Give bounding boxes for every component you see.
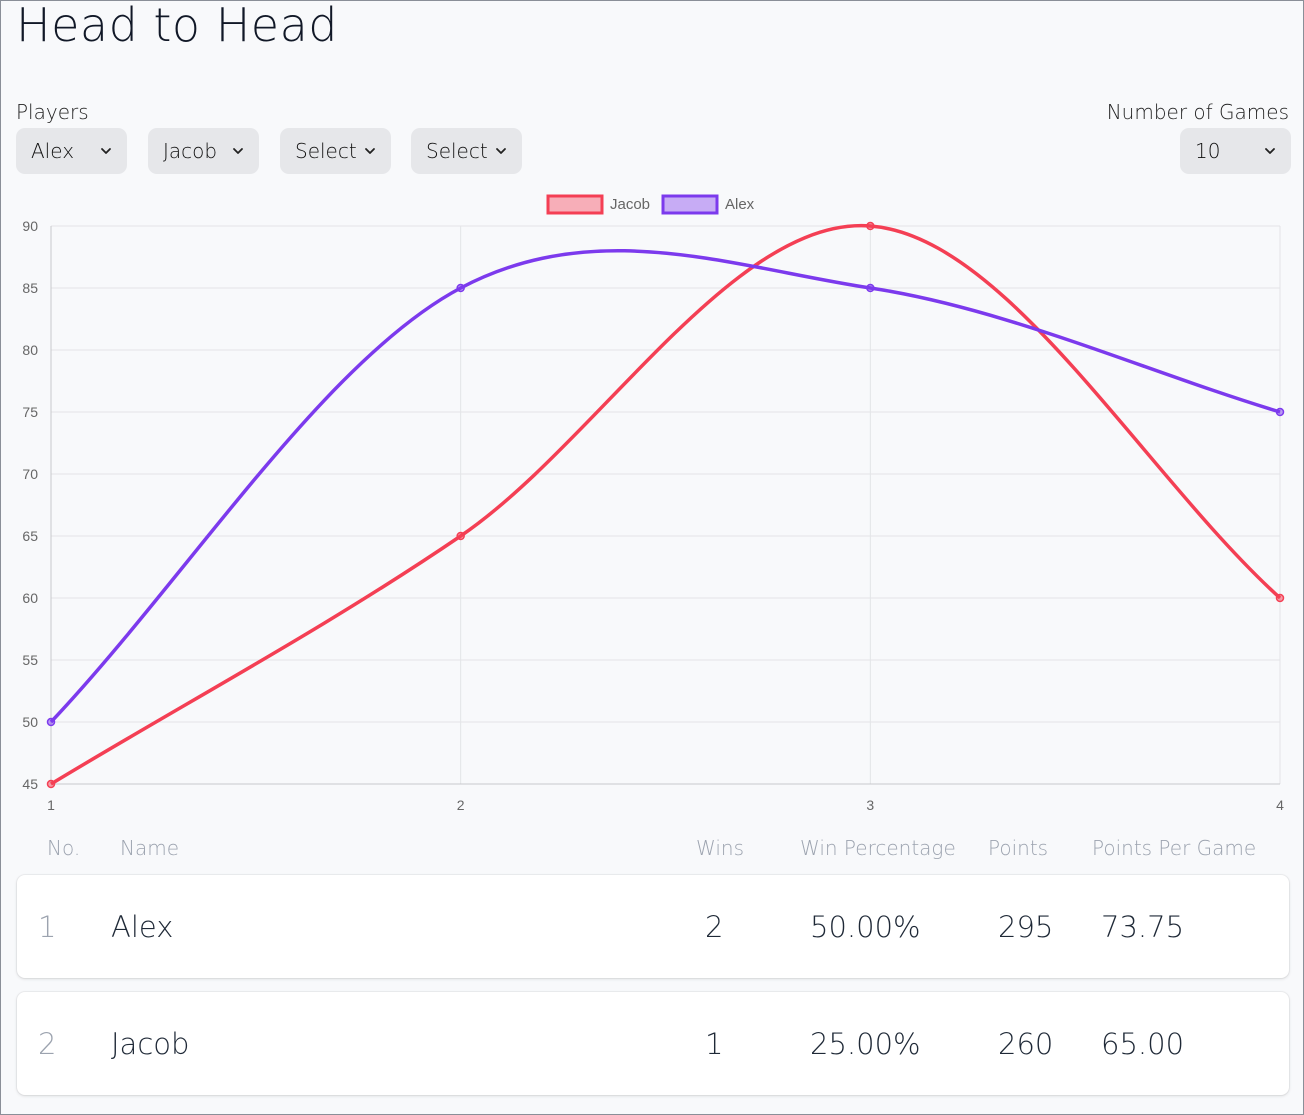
chevron-down-icon xyxy=(1265,148,1275,154)
head-to-head-line-chart[interactable]: 90 85 80 75 70 65 60 55 50 45 1 2 3 4 Jacob Alex xyxy=(1,186,1304,826)
y-tick-label: 80 xyxy=(22,342,38,358)
y-tick-label: 45 xyxy=(22,776,38,792)
number-of-games-value: 10 xyxy=(1195,139,1221,163)
legend-label-alex: Alex xyxy=(725,196,755,213)
data-point-alex xyxy=(46,717,56,727)
row-wins: 1 xyxy=(705,1027,724,1061)
player-select-3-value: Select xyxy=(295,139,357,163)
data-point-jacob xyxy=(1275,593,1285,603)
y-tick-label: 75 xyxy=(22,404,38,420)
header-name: Name xyxy=(120,836,180,860)
player-select-1[interactable]: Alex xyxy=(16,128,127,174)
row-wins: 2 xyxy=(705,910,724,944)
data-point-jacob xyxy=(866,221,875,231)
table-header: No. Name Wins Win Percentage Points Poin… xyxy=(1,836,1304,864)
player-select-3[interactable]: Select xyxy=(280,128,391,174)
table-row[interactable]: 1 Alex 2 50.00% 295 73.75 xyxy=(17,875,1289,978)
row-win-percentage: 25.00% xyxy=(810,1027,921,1061)
data-point-alex xyxy=(866,283,875,293)
players-label: Players xyxy=(16,100,89,124)
row-number: 2 xyxy=(38,1027,57,1061)
series-line-jacob xyxy=(50,224,1282,786)
row-name: Jacob xyxy=(111,1027,190,1061)
y-tick-label: 65 xyxy=(22,528,38,544)
y-tick-label: 85 xyxy=(22,280,38,296)
series-line-alex xyxy=(49,249,1281,724)
header-wins: Wins xyxy=(696,836,744,860)
data-point-alex xyxy=(1275,407,1285,417)
header-points-per-game: Points Per Game xyxy=(1092,836,1257,860)
row-win-percentage: 50.00% xyxy=(810,910,921,944)
data-point-jacob xyxy=(456,531,465,541)
row-number: 1 xyxy=(38,910,57,944)
player-select-4[interactable]: Select xyxy=(411,128,522,174)
chevron-down-icon xyxy=(365,148,375,154)
header-no: No. xyxy=(47,836,81,860)
header-win-percentage: Win Percentage xyxy=(800,836,956,860)
x-tick-label: 4 xyxy=(1276,797,1284,813)
y-tick-label: 90 xyxy=(22,218,38,234)
legend-swatch-jacob xyxy=(546,194,604,215)
row-points: 295 xyxy=(998,910,1054,944)
y-tick-label: 60 xyxy=(22,590,38,606)
x-tick-label: 1 xyxy=(47,797,55,813)
chevron-down-icon xyxy=(233,148,243,154)
player-select-2[interactable]: Jacob xyxy=(148,128,259,174)
player-select-1-value: Alex xyxy=(31,139,75,163)
y-tick-label: 70 xyxy=(22,466,38,482)
number-of-games-select[interactable]: 10 xyxy=(1180,128,1291,174)
x-tick-label: 3 xyxy=(866,797,874,813)
y-tick-label: 50 xyxy=(22,714,38,730)
table-row[interactable]: 2 Jacob 1 25.00% 260 65.00 xyxy=(17,992,1289,1095)
header-points: Points xyxy=(988,836,1049,860)
y-tick-label: 55 xyxy=(22,652,38,668)
player-select-4-value: Select xyxy=(426,139,488,163)
x-tick-label: 2 xyxy=(457,797,465,813)
legend-swatch-alex xyxy=(661,194,719,215)
number-of-games-label: Number of Games xyxy=(1106,100,1289,124)
row-points-per-game: 65.00 xyxy=(1101,1027,1185,1061)
player-select-2-value: Jacob xyxy=(163,139,218,163)
data-point-alex xyxy=(456,283,465,293)
row-points-per-game: 73.75 xyxy=(1101,910,1185,944)
chevron-down-icon xyxy=(496,148,506,154)
legend-label-jacob: Jacob xyxy=(610,196,650,213)
row-points: 260 xyxy=(998,1027,1054,1061)
row-name: Alex xyxy=(111,910,174,944)
data-point-jacob xyxy=(46,779,56,789)
chevron-down-icon xyxy=(101,148,111,154)
page-title: Head to Head xyxy=(16,0,338,52)
